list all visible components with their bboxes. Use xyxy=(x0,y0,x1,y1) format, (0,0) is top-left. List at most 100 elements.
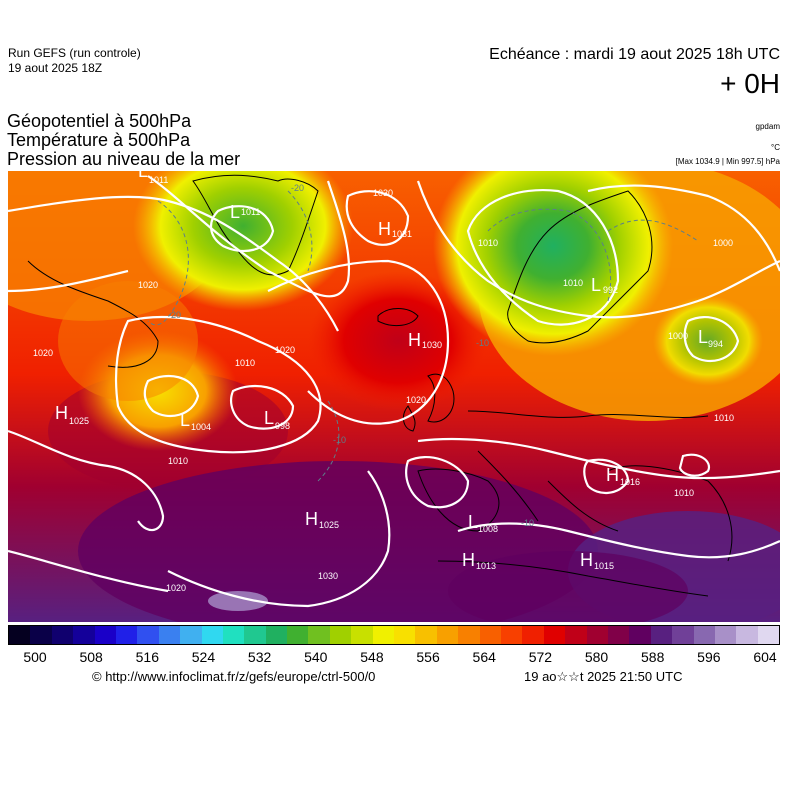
colorbar-swatch xyxy=(351,626,373,644)
svg-text:H: H xyxy=(378,219,391,239)
colorbar-swatch xyxy=(394,626,416,644)
colorbar-swatch xyxy=(73,626,95,644)
unit-pressure-range: [Max 1034.9 | Min 997.5] hPa xyxy=(675,157,780,166)
center-high: H 1025 xyxy=(305,509,339,530)
colorbar-swatch xyxy=(137,626,159,644)
center-high: H 1031 xyxy=(378,219,412,239)
svg-text:H: H xyxy=(606,465,619,485)
pressure-centers: L 1011 L 1011 H 1031 L 992 L 994 H 1030 H 1025 … xyxy=(55,171,723,571)
svg-text:1011: 1011 xyxy=(241,207,260,217)
svg-text:1020: 1020 xyxy=(166,583,186,593)
colorbar-swatch xyxy=(115,626,138,644)
colorbar-swatch xyxy=(287,626,309,644)
svg-text:1020: 1020 xyxy=(138,280,158,290)
weather-map: L 1011 L 1011 H 1031 L 992 L 994 H 1030 H 1025 … xyxy=(8,171,780,622)
center-low: L 1008 xyxy=(468,512,498,534)
colorbar-swatch xyxy=(458,626,480,644)
center-high: H 1025 xyxy=(55,403,89,426)
colorbar xyxy=(8,625,780,645)
svg-text:998: 998 xyxy=(275,421,290,431)
svg-text:1016: 1016 xyxy=(620,477,640,487)
svg-text:-20: -20 xyxy=(291,183,304,193)
run-name: Run GEFS (run controle) xyxy=(8,46,141,60)
colorbar-tick-label: 516 xyxy=(135,649,159,665)
colorbar-swatch xyxy=(693,626,715,644)
svg-text:1030: 1030 xyxy=(318,571,338,581)
colorbar-swatch xyxy=(201,626,223,644)
source-url[interactable]: © http://www.infoclimat.fr/z/gefs/europe… xyxy=(92,669,376,684)
lead-time: + 0H xyxy=(720,68,780,99)
center-low: L 1004 xyxy=(180,410,211,432)
center-high: H 1013 xyxy=(462,550,496,571)
svg-text:H: H xyxy=(408,330,421,350)
svg-text:L: L xyxy=(264,408,274,428)
colorbar-swatch xyxy=(265,626,288,644)
svg-text:1004: 1004 xyxy=(191,422,211,432)
colorbar-swatch xyxy=(757,626,780,644)
colorbar-tick-label: 556 xyxy=(416,649,440,665)
colorbar-swatch xyxy=(372,626,395,644)
colorbar-swatch xyxy=(736,626,758,644)
center-low: L 1011 xyxy=(138,171,168,185)
svg-text:L: L xyxy=(591,275,601,295)
center-high: H 1016 xyxy=(606,465,640,487)
colorbar-swatch xyxy=(565,626,587,644)
svg-text:1030: 1030 xyxy=(422,340,442,350)
svg-text:1010: 1010 xyxy=(478,238,498,248)
product-pressure: Pression au niveau de la mer xyxy=(7,149,241,169)
svg-text:-10: -10 xyxy=(476,338,489,348)
svg-text:1020: 1020 xyxy=(275,345,295,355)
colorbar-swatch xyxy=(158,626,181,644)
center-low: L 1011 xyxy=(230,202,260,222)
colorbar-swatch xyxy=(180,626,202,644)
colorbar-ticks: 500 508 516 524 532 540 548 556 564 572 580 588 596 6… xyxy=(8,649,780,667)
unit-temperature: °C xyxy=(771,143,780,152)
colorbar-swatch xyxy=(94,626,116,644)
svg-text:1008: 1008 xyxy=(478,524,498,534)
colorbar-tick-label: 564 xyxy=(472,649,496,665)
svg-text:L: L xyxy=(180,410,190,430)
colorbar-swatch xyxy=(244,626,266,644)
colorbar-swatch xyxy=(30,626,52,644)
colorbar-swatch xyxy=(500,626,523,644)
svg-text:-10: -10 xyxy=(333,435,346,445)
svg-text:H: H xyxy=(580,550,593,570)
svg-text:994: 994 xyxy=(708,339,723,349)
colorbar-swatch xyxy=(543,626,566,644)
colorbar-swatch xyxy=(714,626,737,644)
svg-text:1010: 1010 xyxy=(674,488,694,498)
svg-text:1020: 1020 xyxy=(33,348,53,358)
isobar-labels: 1030 1010 1000 1020 1010 1020 1010 1000 … xyxy=(33,188,734,593)
unit-geopotential: gpdam xyxy=(755,122,780,131)
colorbar-tick-label: 596 xyxy=(697,649,721,665)
colorbar-tick-label: 580 xyxy=(584,649,609,665)
colorbar-swatch xyxy=(650,626,673,644)
svg-text:-20: -20 xyxy=(168,310,181,320)
generation-time: 19 ao☆☆t 2025 21:50 UTC xyxy=(524,669,683,684)
colorbar-tick-label: 508 xyxy=(79,649,103,665)
center-low: L 998 xyxy=(264,408,290,431)
svg-text:1030: 1030 xyxy=(373,188,393,198)
svg-text:1000: 1000 xyxy=(668,331,688,341)
svg-text:1010: 1010 xyxy=(168,456,188,466)
colorbar-swatch xyxy=(415,626,437,644)
forecast-valid-time: Echéance : mardi 19 aout 2025 18h UTC xyxy=(489,46,780,63)
svg-text:L: L xyxy=(138,171,148,181)
colorbar-tick-label: 572 xyxy=(528,649,553,665)
colorbar-tick-label: 532 xyxy=(247,649,272,665)
svg-text:L: L xyxy=(698,327,708,347)
colorbar-swatch xyxy=(436,626,459,644)
svg-text:1000: 1000 xyxy=(713,238,733,248)
colorbar-swatch xyxy=(586,626,608,644)
svg-text:H: H xyxy=(305,509,318,529)
colorbar-swatch xyxy=(522,626,544,644)
colorbar-swatch xyxy=(672,626,694,644)
svg-text:H: H xyxy=(462,550,475,570)
colorbar-tick-label: 588 xyxy=(641,649,665,665)
colorbar-swatch xyxy=(607,626,630,644)
colorbar-tick-label: 604 xyxy=(753,649,777,665)
product-geopotential: Géopotentiel à 500hPa xyxy=(7,111,192,131)
isobars xyxy=(8,175,780,608)
colorbar-swatch xyxy=(51,626,74,644)
svg-text:1010: 1010 xyxy=(714,413,734,423)
